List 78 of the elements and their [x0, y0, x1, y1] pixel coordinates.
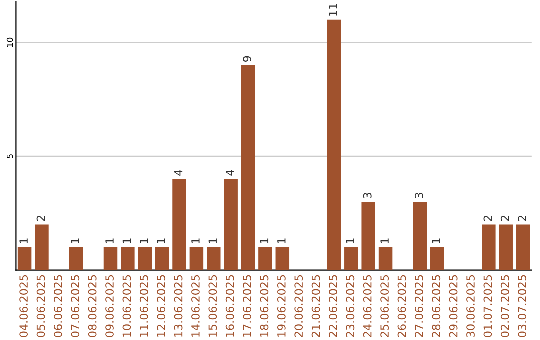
data-label: 2 [484, 216, 492, 222]
bar [104, 248, 118, 270]
x-tick-label: 06.06.2025 [54, 275, 62, 338]
x-tick-label: 05.06.2025 [36, 275, 46, 338]
bar [207, 248, 221, 270]
bar [482, 224, 496, 270]
data-label: 1 [71, 238, 80, 244]
bar [499, 224, 513, 270]
x-tick-label: 10.06.2025 [122, 275, 132, 337]
x-tick-label: 12.06.2025 [157, 275, 166, 337]
x-tick-label: 04.06.2025 [20, 275, 28, 338]
bar [258, 248, 272, 270]
bar [378, 248, 393, 270]
bar [138, 248, 152, 270]
data-label: 1 [157, 238, 166, 244]
bar [327, 20, 342, 270]
x-tick-label: 27.06.2025 [414, 275, 424, 338]
x-tick-label: 01.07.2025 [484, 275, 492, 338]
bar [413, 202, 428, 270]
data-label: 1 [432, 238, 440, 244]
data-label: 1 [346, 238, 354, 244]
x-tick-label: 15.06.2025 [208, 275, 218, 337]
x-tick-label: 13.06.2025 [174, 275, 183, 337]
data-label: 1 [106, 238, 114, 244]
y-tick-label: 10 [6, 38, 14, 48]
x-tick-label: 02.07.2025 [500, 275, 510, 338]
x-tick-label: 16.06.2025 [226, 275, 234, 337]
x-tick-label: 18.06.2025 [260, 275, 269, 337]
data-label: 4 [226, 170, 234, 176]
x-tick-label: 24.06.2025 [363, 275, 372, 338]
data-label: 3 [363, 193, 372, 198]
bar [155, 248, 170, 270]
data-label: 1 [380, 238, 389, 244]
x-tick-label: 26.06.2025 [398, 275, 406, 338]
bar [224, 179, 238, 270]
bar [241, 65, 256, 270]
data-label: 3 [414, 193, 424, 198]
data-label: 2 [518, 216, 526, 222]
data-label: 2 [500, 216, 510, 222]
bar [35, 224, 49, 270]
x-tick-label: 23.06.2025 [346, 275, 355, 338]
x-tick-label: 29.06.2025 [449, 275, 458, 338]
x-tick-label: 09.06.2025 [106, 275, 114, 338]
data-label: 1 [208, 238, 217, 244]
x-tick-label: 14.06.2025 [192, 275, 200, 337]
x-tick-label: 19.06.2025 [277, 275, 286, 337]
data-label: 1 [278, 238, 286, 244]
bar [172, 179, 186, 270]
bar [344, 248, 358, 270]
x-tick-label: 03.07.2025 [518, 275, 527, 338]
data-label: 1 [260, 238, 269, 244]
data-label: 4 [174, 170, 183, 176]
data-label: 11 [329, 4, 338, 16]
x-tick-label: 08.06.2025 [88, 275, 97, 338]
bar [121, 248, 135, 270]
bar [276, 248, 290, 270]
y-tick-label: 5 [7, 154, 14, 158]
bar [430, 248, 444, 270]
data-label: 9 [243, 56, 252, 62]
x-tick-label: 22.06.2025 [329, 275, 338, 338]
x-tick-label: 20.06.2025 [294, 275, 304, 338]
bar [516, 224, 530, 270]
data-label: 2 [36, 216, 46, 222]
bar [190, 248, 204, 270]
x-tick-label: 30.06.2025 [466, 275, 475, 338]
x-tick-label: 28.06.2025 [432, 275, 441, 338]
x-tick-label: 25.06.2025 [380, 275, 390, 338]
x-tick-label: 17.06.2025 [243, 275, 252, 337]
data-label: 1 [20, 238, 28, 244]
x-tick-label: 11.06.2025 [140, 275, 148, 337]
bar [362, 202, 376, 270]
x-tick-label: 07.06.2025 [71, 275, 80, 338]
x-tick-label: 21.06.2025 [312, 275, 320, 338]
bar [69, 248, 84, 270]
data-label: 1 [140, 238, 148, 244]
data-label: 1 [122, 238, 131, 244]
bar [18, 248, 32, 270]
data-label: 1 [192, 238, 200, 244]
